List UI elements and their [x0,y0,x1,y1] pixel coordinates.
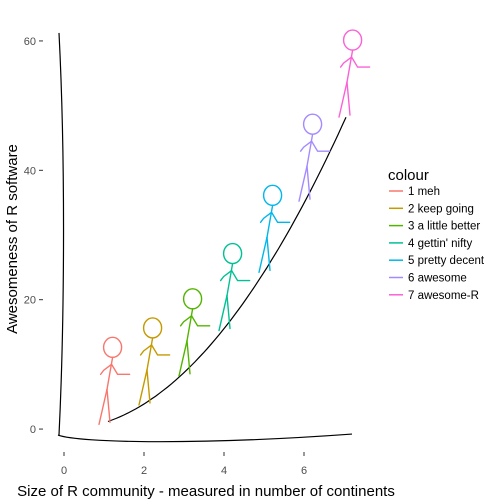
y-axis-line [58,32,65,436]
figure-leg [98,388,108,426]
figure-arm [350,56,371,68]
figure-leg [306,165,311,200]
figure-arm [190,315,211,327]
legend: colour 1 meh 2 keep going 3 a little bette… [388,167,485,302]
figure-body [266,204,274,239]
legend-label: 6 awesome [408,273,467,285]
y-tick-label: 0 [30,424,36,436]
figure-leg [218,294,228,332]
figure-arm [179,315,193,327]
figure-arm [310,140,331,152]
x-axis-ticks: 0 2 4 6 [61,452,307,477]
figure-leg [178,340,188,377]
legend-item: 5 pretty decent [389,255,485,267]
stick-figure-3 [178,288,211,377]
y-axis-ticks: 0 20 40 60 [24,36,43,436]
figure-head [342,29,363,51]
figure-head [302,113,323,135]
x-tick-label: 2 [141,465,147,477]
stick-figure-5 [258,184,291,274]
stick-figure-4 [218,242,251,332]
legend-label: 4 gettin' nifty [408,238,472,250]
figure-head [262,184,283,207]
figure-leg [138,369,148,406]
figure-arm [299,140,313,152]
figure-leg [186,340,191,375]
figure-arm [259,211,273,224]
figure-leg [146,369,151,404]
figure-head [182,288,203,310]
legend-label: 7 awesome-R [408,290,479,302]
legend-item: 2 keep going [389,203,474,215]
stick-figure-1 [98,336,131,426]
figure-arm [219,269,233,282]
figure-body [186,308,194,342]
figure-leg [106,388,111,424]
trend-curve [107,116,347,423]
x-tick-label: 0 [61,465,67,477]
figure-leg [266,236,271,272]
x-tick-label: 4 [221,465,227,477]
y-tick-label: 60 [24,36,36,48]
figure-body [346,49,354,83]
legend-item: 7 awesome-R [389,290,479,302]
legend-item: 6 awesome [389,273,467,285]
figure-arm [270,211,291,224]
stick-figure-6 [298,113,331,202]
figure-leg [298,165,308,202]
figure-arm [339,56,353,68]
figure-leg [338,81,348,118]
x-tick-label: 6 [301,465,307,477]
figure-arm [110,363,131,376]
figure-arm [99,363,113,376]
x-axis-line [57,433,353,443]
figure-body [306,133,314,167]
figure-leg [346,81,351,116]
x-axis-title: Size of R community - measured in number… [17,483,395,500]
y-axis-title: Awesomeness of R software [4,144,21,334]
figure-body [226,262,234,297]
figure-arm [150,344,171,356]
legend-item: 4 gettin' nifty [389,238,472,250]
stick-figure-2 [138,317,171,406]
legend-title: colour [388,167,429,184]
figure-leg [258,236,268,274]
stick-figure-7 [338,29,371,118]
legend-item: 3 a little better [389,221,480,233]
figure-arm [139,344,153,356]
axes [57,32,353,443]
figure-head [102,336,123,359]
legend-label: 2 keep going [408,203,474,215]
y-tick-label: 40 [24,165,36,177]
figure-arm [230,269,251,282]
figure-head [222,242,243,265]
figure-body [146,337,154,371]
figure-head [142,317,163,339]
legend-label: 5 pretty decent [408,255,485,267]
legend-label: 3 a little better [408,221,480,233]
y-tick-label: 20 [24,295,36,307]
figure-body [106,356,114,391]
stick-figures [98,29,371,426]
figure-leg [226,294,231,330]
legend-item: 1 meh [389,186,440,198]
legend-label: 1 meh [408,186,440,198]
